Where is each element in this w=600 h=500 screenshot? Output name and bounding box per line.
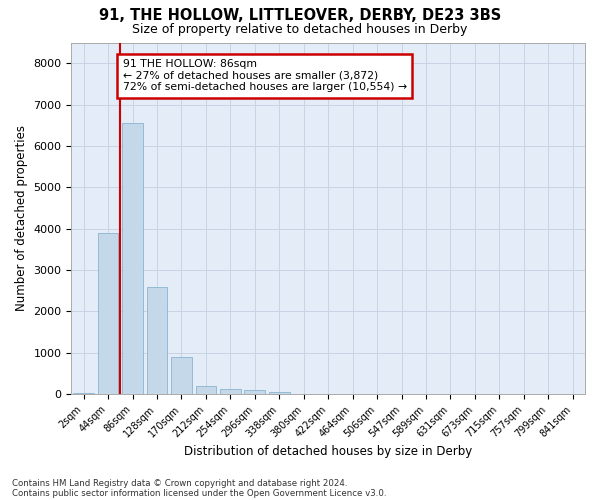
Bar (244, 390, 265, 394)
Bar (122, 123, 143, 394)
Y-axis label: Number of detached properties: Number of detached properties (15, 126, 28, 312)
Bar (196, 386, 217, 394)
Bar (73, 393, 94, 394)
Text: 91, THE HOLLOW, LITTLEOVER, DERBY, DE23 3BS: 91, THE HOLLOW, LITTLEOVER, DERBY, DE23 … (99, 8, 501, 22)
Text: Contains HM Land Registry data © Crown copyright and database right 2024.: Contains HM Land Registry data © Crown c… (12, 478, 347, 488)
Text: Contains public sector information licensed under the Open Government Licence v3: Contains public sector information licen… (12, 488, 386, 498)
Text: 91 THE HOLLOW: 86sqm
← 27% of detached houses are smaller (3,872)
72% of semi-de: 91 THE HOLLOW: 86sqm ← 27% of detached h… (123, 59, 407, 92)
Bar (98, 233, 118, 394)
Bar (269, 392, 290, 394)
X-axis label: Distribution of detached houses by size in Derby: Distribution of detached houses by size … (184, 444, 472, 458)
Bar (220, 389, 241, 394)
Bar (146, 286, 167, 394)
Bar (171, 357, 192, 394)
Text: Size of property relative to detached houses in Derby: Size of property relative to detached ho… (133, 22, 467, 36)
